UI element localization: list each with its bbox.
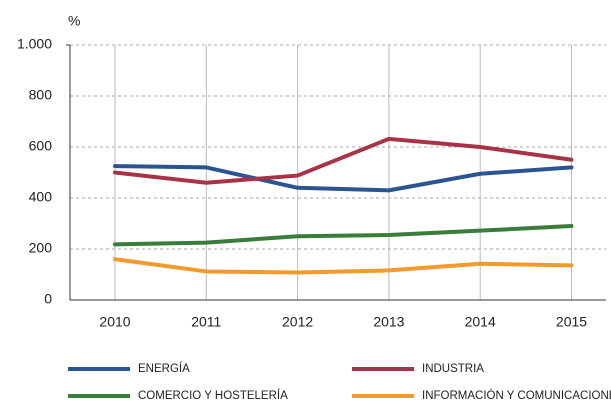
x-tick-label: 2015 xyxy=(556,314,587,330)
x-tick-label: 2013 xyxy=(373,314,404,330)
x-tick-label: 2012 xyxy=(282,314,313,330)
y-tick-label: 800 xyxy=(29,87,53,103)
series-line xyxy=(113,224,574,247)
y-tick-label: 600 xyxy=(29,138,53,154)
legend-label: ENERGÍA xyxy=(138,362,190,375)
x-tick-label: 2011 xyxy=(191,314,221,330)
x-tick-label: 2010 xyxy=(99,314,130,330)
series-line xyxy=(113,257,574,275)
x-tick-label: 2014 xyxy=(465,314,496,330)
legend-label: INFORMACIÓN Y COMUNICACIONES xyxy=(422,389,611,402)
y-tick-label: 200 xyxy=(29,240,53,256)
series-line xyxy=(113,164,574,193)
legend-label: INDUSTRIA xyxy=(422,363,484,375)
y-tick-label: 0 xyxy=(44,291,52,307)
y-tick-label: 1.000 xyxy=(17,36,52,52)
series-line xyxy=(113,136,574,185)
y-tick-label: 400 xyxy=(29,189,53,205)
legend-label: COMERCIO Y HOSTELERÍA xyxy=(138,389,288,402)
y-axis-label: % xyxy=(68,13,80,29)
